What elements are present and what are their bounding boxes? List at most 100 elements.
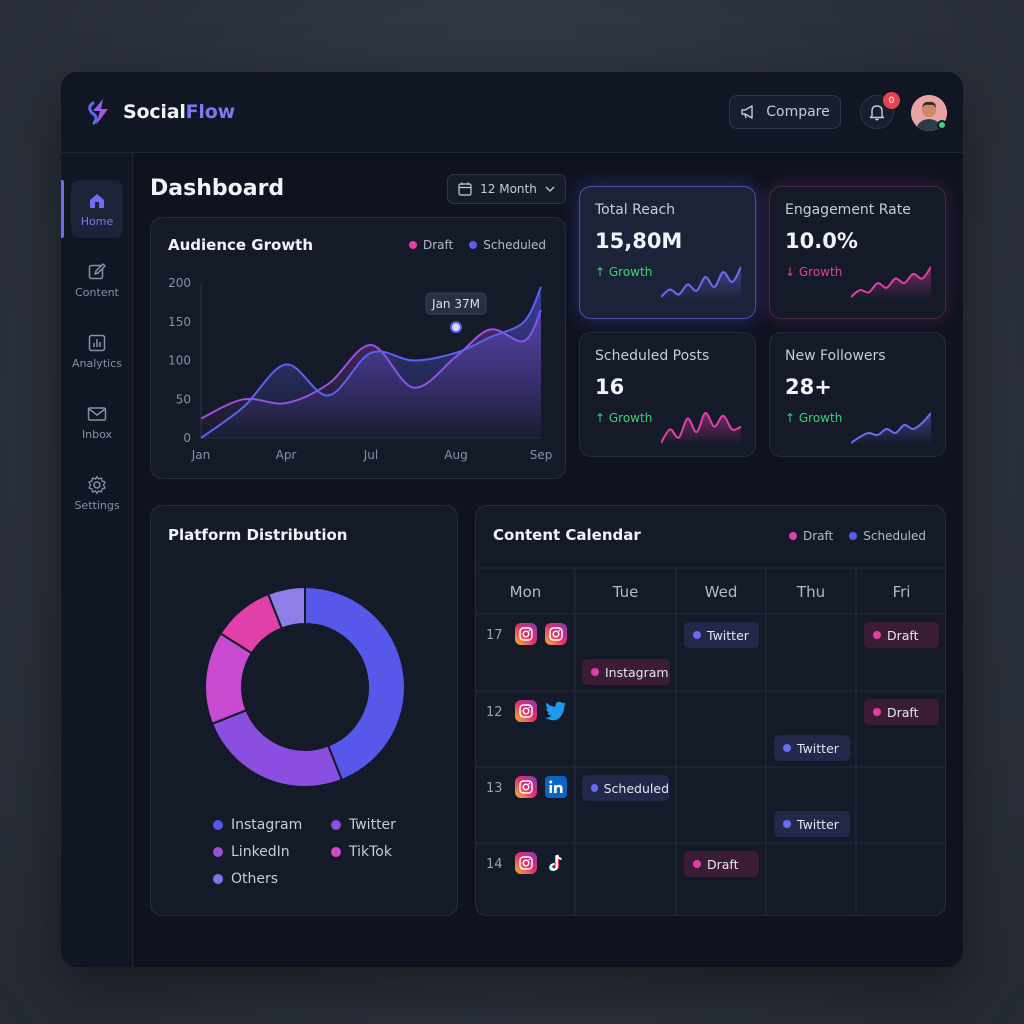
stat-card-scheduled-posts[interactable]: Scheduled Posts 16 ↑ Growth [579, 332, 756, 457]
x-tick-label: Jul [363, 448, 378, 462]
event-label: Instagram [605, 664, 669, 680]
calendar-event[interactable]: Twitter [774, 735, 850, 761]
app-name: SocialFlow [123, 101, 235, 123]
content-calendar-card: Content Calendar Draft Scheduled Mon Tue… [475, 505, 946, 916]
highlight-point[interactable] [450, 321, 462, 334]
legend-draft: Draft [789, 529, 833, 543]
stat-delta: ↑ Growth [785, 411, 843, 425]
sparkline-area [661, 412, 741, 445]
bell-icon [869, 104, 885, 120]
sidebar-item-content[interactable]: Content [71, 251, 123, 309]
series-area-scheduled [201, 286, 541, 438]
stat-delta: ↑ Growth [595, 411, 653, 425]
compare-label: Compare [766, 104, 830, 120]
gear-icon [88, 475, 106, 494]
sidebar: Home Content Analytics Inbox [61, 153, 133, 967]
twitter-icon[interactable] [545, 700, 567, 722]
app-logo[interactable]: SocialFlow [85, 97, 235, 127]
instagram-icon[interactable] [515, 623, 537, 645]
calendar-event[interactable]: Twitter [684, 622, 759, 648]
calendar-event[interactable]: Draft [864, 699, 939, 725]
linkedin-icon[interactable] [545, 776, 567, 798]
legend-dot-scheduled [849, 532, 858, 540]
platform-distribution-title: Platform Distribution [168, 526, 348, 544]
calendar-event[interactable]: Twitter [774, 811, 850, 837]
legend-dot [331, 847, 341, 857]
sparkline [851, 412, 931, 445]
event-dot [693, 631, 701, 639]
legend-dot-scheduled [469, 241, 478, 249]
sidebar-item-home[interactable]: Home [71, 180, 123, 238]
legend-dot [213, 820, 223, 830]
calendar-event[interactable]: Draft [864, 622, 939, 648]
legend-linkedin: LinkedIn [213, 844, 290, 860]
stat-delta: ↑ Growth [595, 265, 653, 279]
legend-others: Others [213, 871, 278, 887]
x-tick-label: Sep [530, 448, 553, 462]
compare-button[interactable]: Compare [729, 95, 841, 129]
active-nav-indicator [61, 180, 64, 238]
calendar-legend: Draft Scheduled [789, 529, 926, 543]
calendar-event[interactable]: Draft [684, 851, 759, 877]
stat-card-new-followers[interactable]: New Followers 28+ ↑ Growth [769, 332, 946, 457]
instagram-icon[interactable] [515, 852, 537, 874]
event-label: Draft [707, 856, 739, 872]
day-header-wed: Wed [704, 583, 738, 601]
home-icon [90, 193, 104, 208]
page-title: Dashboard [150, 176, 285, 201]
calendar-event[interactable]: Instagram [582, 659, 670, 685]
stat-card-total-reach[interactable]: Total Reach 15,80M ↑ Growth [579, 186, 756, 319]
day-header-mon: Mon [509, 583, 542, 601]
day-header-fri: Fri [892, 583, 911, 601]
series-line-scheduled [200, 286, 542, 439]
event-dot [783, 744, 791, 752]
tiktok-icon[interactable] [545, 852, 567, 874]
app-window: SocialFlow Compare 0 [61, 72, 963, 967]
user-avatar-icon [911, 95, 947, 131]
event-label: Draft [887, 627, 919, 643]
sidebar-item-label: Home [80, 214, 114, 228]
row-date: 17 [486, 628, 503, 643]
sidebar-item-label: Analytics [72, 356, 122, 370]
legend-dot [213, 847, 223, 857]
sidebar-item-label: Inbox [81, 427, 113, 441]
sparkline [851, 266, 931, 299]
instagram-icon[interactable] [545, 623, 567, 645]
legend-dot-draft [789, 532, 797, 540]
sparkline [661, 412, 741, 445]
y-tick-label: 200 [168, 276, 191, 290]
donut-slice-others[interactable] [266, 586, 306, 630]
stat-value: 10.0% [785, 229, 858, 253]
calendar-icon [458, 182, 472, 196]
event-label: Twitter [797, 816, 839, 832]
donut-slice-instagram[interactable] [304, 586, 406, 782]
sidebar-item-inbox[interactable]: Inbox [71, 393, 123, 451]
legend-scheduled: Scheduled [849, 529, 926, 543]
x-tick-label: Jan [191, 448, 211, 462]
audience-growth-title: Audience Growth [168, 236, 314, 254]
instagram-icon[interactable] [515, 776, 537, 798]
stat-label: New Followers [785, 348, 886, 364]
sidebar-item-analytics[interactable]: Analytics [71, 322, 123, 380]
event-dot [693, 860, 701, 868]
legend-instagram: Instagram [213, 817, 302, 833]
y-tick-label: 0 [183, 431, 191, 445]
chart-icon [88, 334, 106, 351]
event-dot [873, 708, 881, 716]
platform-distribution-card: Platform Distribution Instagram Twitter … [150, 505, 458, 916]
legend-twitter: Twitter [331, 817, 396, 833]
period-dropdown[interactable]: 12 Month [447, 174, 566, 204]
sparkline [661, 266, 741, 299]
donut-slice-twitter[interactable] [210, 708, 344, 788]
stat-label: Scheduled Posts [595, 348, 710, 364]
instagram-icon[interactable] [515, 700, 537, 722]
avatar[interactable] [911, 95, 947, 131]
chevron-down-icon [545, 186, 555, 192]
stat-card-engagement-rate[interactable]: Engagement Rate 10.0% ↓ Growth [769, 186, 946, 319]
stat-label: Total Reach [595, 202, 676, 218]
event-dot [783, 820, 791, 828]
sidebar-item-settings[interactable]: Settings [71, 464, 123, 522]
calendar-event[interactable]: Scheduled [582, 775, 669, 801]
sparkline-area [851, 413, 931, 445]
